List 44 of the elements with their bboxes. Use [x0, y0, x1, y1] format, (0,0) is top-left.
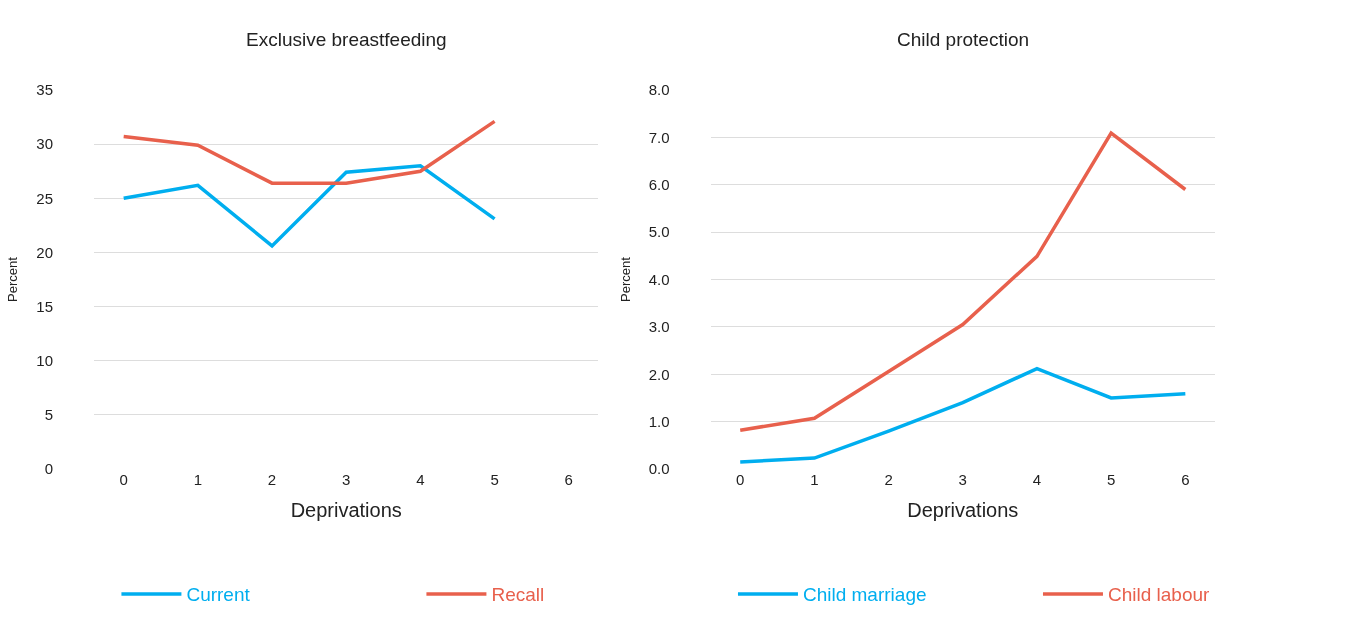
line-series	[121, 164, 497, 248]
y-tick-label: 2.0	[648, 365, 670, 383]
x-tick-label: 5	[490, 471, 499, 488]
legend-label: Child marriage	[802, 584, 927, 606]
y-axis-title: Percent	[617, 256, 633, 302]
y-tick-label: 5.0	[648, 223, 670, 241]
line-series	[121, 119, 497, 185]
x-tick-label: 5	[1106, 471, 1116, 488]
x-tick-label: 4	[1032, 471, 1042, 488]
x-axis-title: Deprivations	[907, 498, 1019, 521]
y-tick-label: 5	[44, 406, 53, 424]
x-tick-label: 1	[193, 471, 203, 488]
y-tick-label: 35	[36, 81, 53, 99]
x-tick-label: 6	[564, 471, 573, 488]
x-tick-label: 6	[1181, 471, 1190, 488]
x-tick-label: 3	[342, 471, 351, 488]
chart-title: Child protection	[897, 29, 1030, 50]
x-tick-label: 2	[267, 471, 277, 488]
legend-label: Child labour	[1107, 584, 1211, 606]
y-tick-label: 8.0	[648, 81, 670, 99]
x-tick-label: 4	[416, 471, 425, 488]
y-tick-label: 20	[36, 243, 53, 261]
x-axis-title: Deprivations	[290, 498, 402, 521]
x-tick-label: 3	[958, 471, 967, 488]
y-tick-label: 25	[36, 189, 53, 207]
legend-label: Recall	[491, 584, 545, 606]
line-series	[738, 366, 1188, 464]
y-tick-label: 10	[36, 351, 53, 369]
y-tick-label: 7.0	[648, 128, 670, 146]
y-tick-label: 15	[36, 297, 53, 315]
y-tick-label: 30	[36, 135, 53, 153]
x-tick-label: 2	[884, 471, 893, 488]
y-axis-title: Percent	[5, 256, 21, 302]
x-tick-label: 0	[736, 471, 745, 488]
y-tick-label: 0.0	[648, 460, 670, 478]
y-tick-label: 3.0	[648, 318, 670, 336]
chart-title: Exclusive breastfeeding	[246, 29, 447, 50]
y-tick-label: 4.0	[648, 270, 670, 288]
x-tick-label: 0	[119, 471, 128, 488]
legend-label: Current	[186, 584, 251, 606]
line-series	[738, 131, 1188, 432]
y-tick-label: 1.0	[648, 412, 670, 430]
x-tick-label: 1	[810, 471, 819, 488]
y-tick-label: 6.0	[648, 176, 670, 193]
